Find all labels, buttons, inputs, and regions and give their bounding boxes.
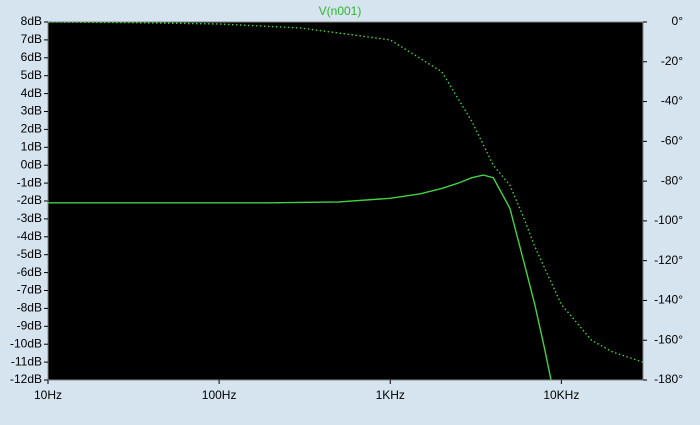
curves [48, 22, 643, 380]
y-tick-label: -2dB [17, 193, 42, 207]
y-tick-label: 1dB [21, 139, 42, 153]
y-tick-label: 5dB [21, 68, 42, 82]
y-tick-label: -8dB [17, 301, 42, 315]
y-tick-label: 2dB [21, 122, 42, 136]
y-tick-label: -4dB [17, 229, 42, 243]
y2-tick-label: -40° [661, 94, 683, 108]
x-tick-label: 10KHz [543, 388, 579, 402]
y-tick-label: 7dB [21, 32, 42, 46]
y2-tick-label: -140° [654, 293, 683, 307]
x-tick-label: 100Hz [202, 388, 237, 402]
series-line [48, 174, 552, 380]
y-tick-label: -6dB [17, 265, 42, 279]
y-tick-label: 4dB [21, 86, 42, 100]
y-tick-label: -11dB [11, 354, 42, 368]
y-tick-label: 8dB [21, 14, 42, 28]
y-tick-label: -9dB [17, 318, 42, 332]
y-tick-label: -7dB [17, 283, 42, 297]
y2-tick-label: -120° [654, 253, 683, 267]
x-tick-label: 1KHz [376, 388, 405, 402]
y2-tick-label: -160° [654, 332, 683, 346]
y-tick-label: -5dB [17, 247, 42, 261]
y-tick-label: -1dB [17, 175, 42, 189]
y2-tick-label: -100° [654, 213, 683, 227]
x-tick-label: 10Hz [34, 388, 62, 402]
y-tick-label: -10dB [10, 336, 42, 350]
y-tick-label: 6dB [21, 50, 42, 64]
y-tick-label: 0dB [21, 157, 42, 171]
y2-tick-label: -20° [661, 54, 683, 68]
y-tick-label: -12dB [10, 372, 42, 386]
chart-title: V(n001) [319, 4, 362, 18]
y2-tick-label: 0° [672, 14, 684, 28]
y2-tick-label: -180° [654, 372, 683, 386]
y2-tick-label: -60° [661, 134, 683, 148]
y2-tick-label: -80° [661, 173, 683, 187]
y-tick-label: 3dB [21, 104, 42, 118]
y-tick-label: -3dB [17, 211, 42, 225]
